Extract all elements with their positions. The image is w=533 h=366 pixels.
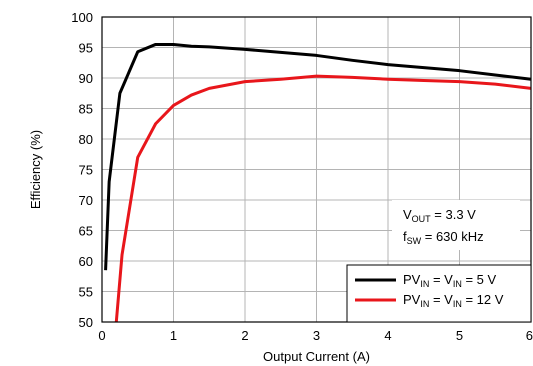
y-tick-label-80: 80	[79, 132, 93, 147]
y-tick-label-95: 95	[79, 41, 93, 56]
vout-annotation: VOUT = 3.3 V	[403, 207, 476, 224]
x-tick-label-0: 0	[98, 328, 105, 343]
y-tick-label-70: 70	[79, 193, 93, 208]
y-tick-label-90: 90	[79, 71, 93, 86]
x-tick-label-4: 4	[384, 328, 391, 343]
x-tick-label-3: 3	[313, 328, 320, 343]
y-tick-label-55: 55	[79, 285, 93, 300]
chart-legend: PVIN = VIN = 5 V PVIN = VIN = 12 V	[346, 264, 532, 323]
series-line-12v	[114, 74, 532, 323]
annotation-box	[392, 200, 520, 250]
legend-label-12v: PVIN = VIN = 12 V	[403, 292, 504, 309]
plot-area-frame	[101, 16, 532, 323]
y-axis-label: Efficiency (%)	[28, 130, 43, 209]
legend-label-5v: PVIN = VIN = 5 V	[403, 272, 497, 289]
x-tick-label-2: 2	[241, 328, 248, 343]
y-tick-label-75: 75	[79, 163, 93, 178]
x-tick-label-5: 5	[456, 328, 463, 343]
x-tick-label-1: 1	[170, 328, 177, 343]
x-tick-label-6: 6	[526, 328, 533, 343]
y-tick-label-65: 65	[79, 224, 93, 239]
fsw-annotation: fSW = 630 kHz	[403, 229, 484, 246]
legend-box	[346, 264, 532, 323]
x-axis-label: Output Current (A)	[263, 349, 370, 364]
y-tick-label-100: 100	[71, 10, 93, 25]
chart-tick-labels: 0 1 2 3 4 5 6 50 55 60 65 70 75 80 85 90 95 100	[71, 10, 533, 343]
operating-conditions-annotation: VOUT = 3.3 V fSW = 630 kHz	[392, 200, 520, 250]
y-tick-label-50: 50	[79, 315, 93, 330]
y-tick-label-85: 85	[79, 102, 93, 117]
y-tick-label-60: 60	[79, 254, 93, 269]
